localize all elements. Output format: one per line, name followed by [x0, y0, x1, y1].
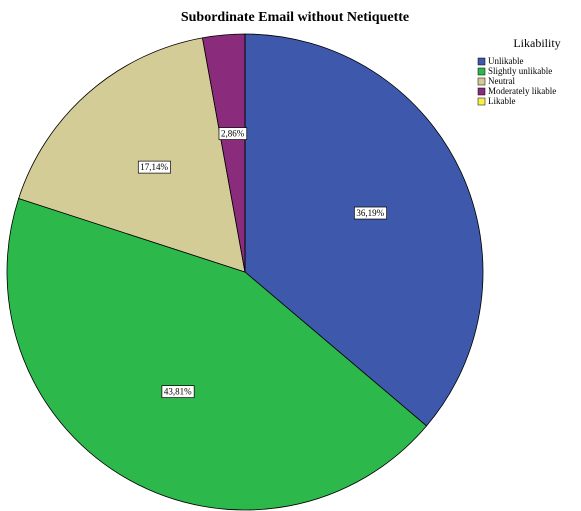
legend-title: Likability: [513, 36, 560, 50]
legend-label: Unlikable: [488, 56, 524, 66]
legend-swatch: [477, 67, 486, 76]
legend-swatch: [477, 97, 486, 106]
pie-slice: [18, 37, 246, 273]
legend-swatch: [477, 57, 486, 66]
data-label: 36,19%: [356, 208, 384, 218]
pie-slice: [6, 197, 428, 511]
data-label-box: [354, 206, 387, 220]
data-label-box: [137, 160, 171, 174]
data-label: 2,86%: [221, 129, 245, 139]
legend-label: Likable: [488, 96, 516, 106]
legend-label: Slightly unlikable: [488, 66, 552, 76]
legend-label: Neutral: [488, 76, 515, 86]
chart-title: Subordinate Email without Netiquette: [181, 10, 409, 25]
legend-swatch: [477, 87, 486, 96]
legend-swatch: [477, 77, 486, 86]
data-label: 43,81%: [164, 387, 192, 397]
legend-label: Moderately likable: [488, 86, 556, 96]
pie-slice: [244, 33, 484, 427]
data-label-box: [161, 385, 195, 398]
data-label-box: [218, 127, 248, 140]
data-label: 17,14%: [140, 162, 168, 172]
